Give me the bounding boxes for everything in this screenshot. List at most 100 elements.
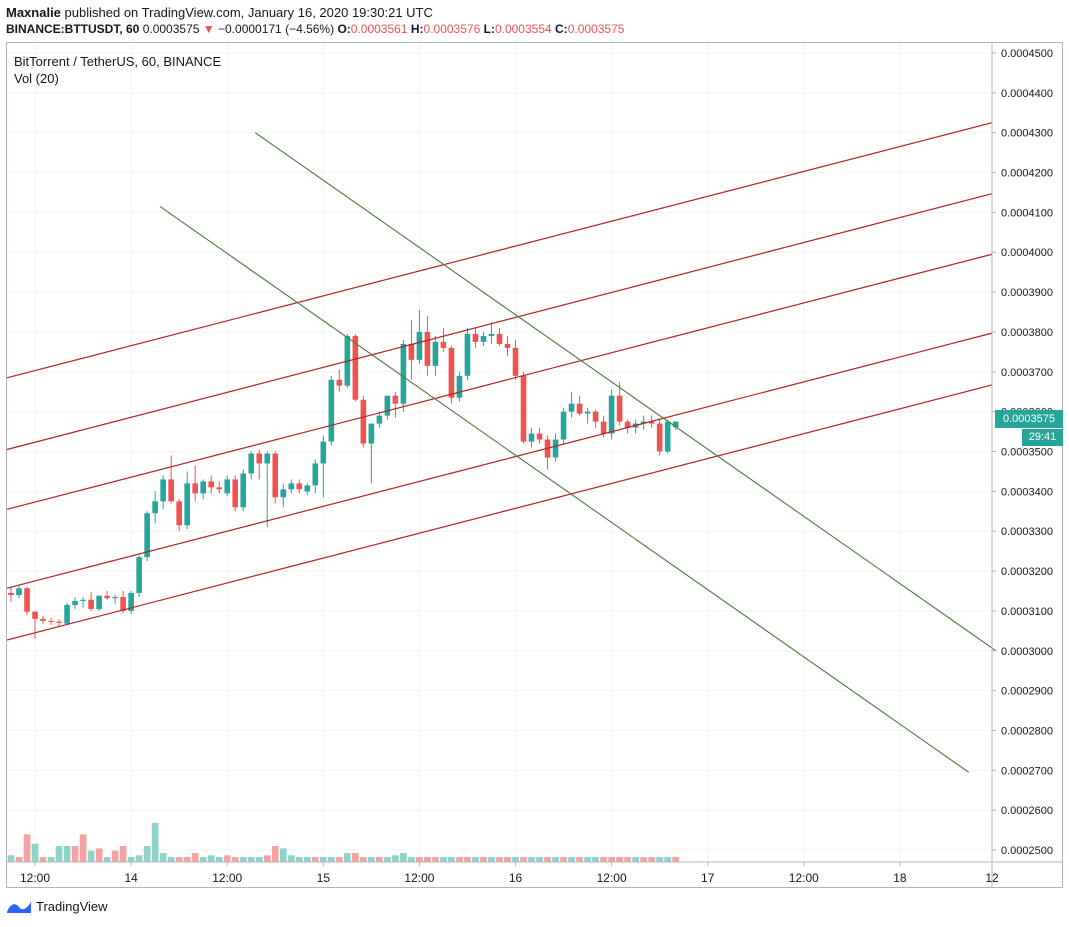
volume-bar <box>536 857 543 862</box>
candle-body <box>672 421 679 428</box>
volume-bar <box>287 855 295 862</box>
x-tick-label: 17 <box>701 871 715 885</box>
volume-bar <box>648 857 656 862</box>
candle-body <box>48 620 54 622</box>
x-tick-label: 12:00 <box>597 871 627 885</box>
volume-bar <box>311 857 319 862</box>
candle-body <box>40 618 46 621</box>
volume-bar <box>624 857 631 862</box>
volume-bar <box>279 848 287 862</box>
volume-bar <box>263 855 271 862</box>
candle-body <box>504 343 511 348</box>
candle-body <box>304 485 311 492</box>
volume-bar <box>7 855 15 862</box>
volume-bar <box>640 857 648 862</box>
candle-body <box>240 473 247 508</box>
candle-body <box>320 441 327 464</box>
grid-lines <box>7 43 993 862</box>
y-tick-label: 0.0004200 <box>1001 168 1053 180</box>
y-tick-label: 0.0004500 <box>1001 48 1053 60</box>
close-label: C: <box>555 22 568 36</box>
low-value: 0.0003554 <box>494 22 552 36</box>
candle-body <box>152 501 158 514</box>
candle-body <box>56 621 62 623</box>
footer-branding[interactable]: TradingView <box>6 899 108 914</box>
volume-bar <box>199 857 207 862</box>
volume-bar <box>87 850 95 862</box>
volume-bar <box>191 853 199 862</box>
footer-brand: TradingView <box>36 899 108 914</box>
y-tick-label: 0.0002700 <box>1001 765 1053 777</box>
volume-bar <box>343 853 351 862</box>
candle-body <box>608 395 615 434</box>
high-value: 0.0003576 <box>423 22 481 36</box>
channel-line <box>6 193 993 451</box>
drawing-lines <box>6 122 997 773</box>
volume-bar <box>488 857 495 862</box>
volume-bar <box>416 857 423 862</box>
candle-body <box>456 375 463 398</box>
candle-body <box>80 599 86 601</box>
bar-countdown-tag: 29:41 <box>1022 429 1063 446</box>
candle-body <box>384 395 391 416</box>
last-price-tag: 0.0003575 <box>995 410 1063 428</box>
candle-body <box>352 335 359 400</box>
candle-body <box>248 453 255 474</box>
high-label: H: <box>410 22 424 36</box>
chart-frame[interactable] <box>6 42 1063 888</box>
price-change: −0.0000171 (−4.56%) <box>218 22 335 36</box>
trend-line <box>254 132 997 652</box>
candlesticks <box>8 310 679 639</box>
candle-body <box>520 375 527 442</box>
candle-body <box>488 333 495 336</box>
channel-line <box>6 332 993 589</box>
volume-bar <box>79 834 87 862</box>
volume-bar <box>424 857 431 862</box>
y-tick-label: 0.0003900 <box>1001 287 1053 299</box>
candle-body <box>480 335 487 342</box>
x-tick-label: 12:00 <box>404 871 434 885</box>
volume-bar <box>440 857 447 862</box>
volume-bar <box>71 846 79 862</box>
candle-body <box>376 415 383 424</box>
x-tick-label: 12:00 <box>789 871 819 885</box>
volume-bar <box>223 855 231 862</box>
x-tick-label: 15 <box>317 871 331 885</box>
x-tick-label: 16 <box>509 871 523 885</box>
candle-body <box>640 421 647 424</box>
volume-bar <box>664 857 672 862</box>
volume-bar <box>600 857 607 862</box>
y-tick-label: 0.0002900 <box>1001 686 1053 698</box>
candle-body <box>192 483 198 494</box>
candle-body <box>600 421 607 434</box>
candle-body <box>448 347 455 398</box>
volume-bar <box>400 853 407 862</box>
volume-bar <box>175 857 183 862</box>
time-axis: 12:00 14 12:00 15 12:00 16 12:00 17 12:00 18 12 <box>7 861 1062 885</box>
y-tick-label: 0.0004400 <box>1001 88 1053 100</box>
x-tick-label: 12 <box>985 871 999 885</box>
candle-body <box>360 399 367 444</box>
candle-body <box>576 403 583 414</box>
volume-bar <box>159 853 167 862</box>
volume-bar <box>183 857 191 862</box>
volume-bar <box>496 857 503 862</box>
candle-body <box>16 588 22 595</box>
y-tick-label: 0.0002800 <box>1001 725 1053 737</box>
publish-text: published on TradingView.com, January 16… <box>64 5 433 20</box>
candle-body <box>568 403 575 412</box>
volume-bar <box>247 857 255 862</box>
ohlc-header: BINANCE:BTTUSDT, 60 0.0003575 ▼ −0.00001… <box>6 22 624 36</box>
volume-bar <box>408 857 415 862</box>
volume-bar <box>480 857 487 862</box>
candle-body <box>312 463 319 486</box>
low-label: L: <box>483 22 495 36</box>
volume-bars <box>7 822 680 862</box>
candle-body <box>408 343 415 360</box>
volume-bar <box>472 857 479 862</box>
volume-bar <box>576 857 583 862</box>
candle-body <box>584 411 591 414</box>
candle-body <box>280 489 287 498</box>
publisher-name[interactable]: Maxnalie <box>6 5 61 20</box>
